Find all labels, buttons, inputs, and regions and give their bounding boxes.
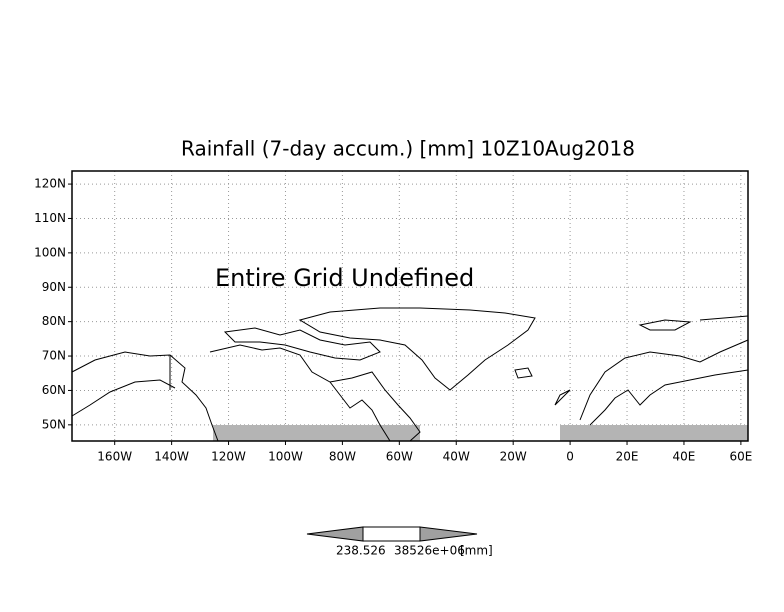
shaded-land	[213, 425, 420, 441]
colorbar-label: 238.526	[336, 544, 386, 558]
y-tick-label: 50N	[42, 417, 66, 431]
shaded-land	[560, 425, 748, 441]
coastline	[554, 389, 571, 406]
y-tick-label: 90N	[42, 280, 66, 294]
grid	[72, 171, 748, 441]
coastline	[71, 351, 219, 442]
coastlines	[71, 307, 749, 442]
coastline	[329, 381, 391, 442]
colorbar-box	[362, 526, 421, 542]
x-tick-label: 60W	[386, 450, 413, 464]
coastline	[579, 339, 749, 421]
x-tick-label: 60E	[729, 450, 752, 464]
coastline	[298, 307, 536, 391]
y-tick-label: 80N	[42, 314, 66, 328]
x-tick-label: 40W	[443, 450, 470, 464]
coastline	[514, 367, 533, 379]
x-tick-label: 120W	[211, 450, 246, 464]
y-tick-label: 60N	[42, 383, 66, 397]
coastline	[209, 344, 421, 442]
y-tick-label: 100N	[34, 245, 66, 259]
coastline	[589, 369, 749, 426]
coastline	[71, 379, 176, 417]
colorbar-label: [mm]	[460, 544, 493, 558]
colorbar-high-arrow	[419, 526, 478, 542]
annotation: Entire Grid Undefined	[215, 264, 474, 292]
coastline	[223, 327, 381, 361]
y-tick-label: 70N	[42, 349, 66, 363]
x-tick-label: 80W	[329, 450, 356, 464]
x-tick-label: 140W	[154, 450, 189, 464]
coastline	[638, 319, 692, 331]
map-frame	[71, 170, 749, 442]
y-tick-label: 120N	[34, 177, 66, 191]
colorbar-label: 38526e+06	[394, 544, 465, 558]
coastline	[699, 315, 749, 321]
x-tick-label: 0	[566, 450, 574, 464]
x-tick-label: 160W	[97, 450, 132, 464]
x-tick-label: 100W	[268, 450, 303, 464]
x-tick-label: 20E	[616, 450, 639, 464]
x-tick-label: 20W	[500, 450, 527, 464]
y-tick-label: 110N	[34, 211, 66, 225]
x-tick-label: 40E	[673, 450, 696, 464]
map-title: Rainfall (7-day accum.) [mm] 10Z10Aug201…	[181, 137, 635, 161]
